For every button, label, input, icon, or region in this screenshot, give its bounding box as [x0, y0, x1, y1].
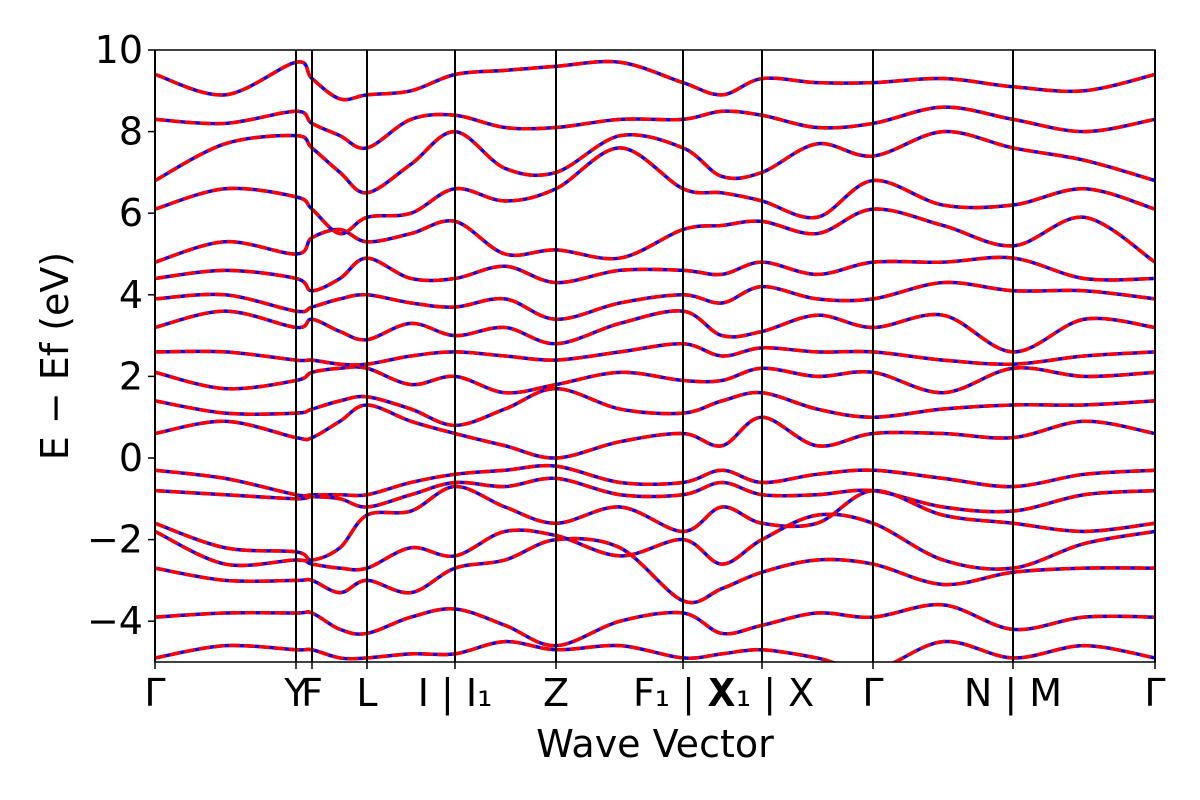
y-tick-label: 6	[119, 191, 143, 235]
x-tick-label: F	[301, 671, 323, 715]
band-line	[155, 386, 1155, 428]
band-line	[155, 639, 1155, 662]
y-tick-label: −2	[87, 518, 143, 562]
y-tick-label: 2	[119, 354, 143, 398]
band-dash	[155, 602, 1155, 648]
band-dash	[155, 342, 1155, 367]
y-axis-label: E − Ef (eV)	[33, 252, 77, 461]
band-dash	[155, 207, 1155, 264]
y-tick-label: 10	[95, 28, 143, 72]
x-axis-label: Wave Vector	[536, 722, 774, 766]
bands	[155, 59, 1155, 662]
y-tick-label: 8	[119, 110, 143, 154]
band-line	[155, 146, 1155, 236]
band-dash	[155, 105, 1155, 151]
band-dash	[155, 59, 1155, 102]
band-dash	[155, 463, 1155, 498]
band-dash	[155, 129, 1155, 195]
band-dash	[155, 365, 1155, 395]
x-tick-label: Γ	[1144, 671, 1165, 715]
band-line	[155, 207, 1155, 264]
band-line	[155, 129, 1155, 195]
x-tick-label: F₁ | X	[633, 671, 733, 716]
y-tick-label: −4	[87, 599, 143, 643]
band-dash	[155, 484, 1155, 562]
band-line	[155, 59, 1155, 102]
y-tick-label: 4	[119, 273, 143, 317]
x-tick-label: Y	[283, 671, 308, 715]
x-tick-label: L	[356, 671, 377, 715]
x-tick-label: N | M	[964, 671, 1062, 716]
band-dash	[155, 386, 1155, 428]
band-dash	[155, 146, 1155, 236]
x-tick-label: X₁ | X	[710, 671, 814, 716]
band-line	[155, 463, 1155, 498]
y-tick-label: 0	[119, 436, 143, 480]
band-dash	[155, 255, 1155, 293]
x-tick-label: Γ	[862, 671, 883, 715]
x-tick-label: Γ	[144, 671, 165, 715]
x-tick-label: Z	[543, 671, 569, 715]
x-tick-label: I | I₁	[418, 671, 493, 716]
